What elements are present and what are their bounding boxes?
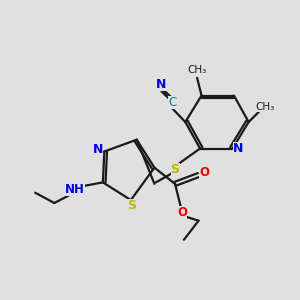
Text: S: S — [127, 199, 136, 212]
Text: N: N — [156, 77, 166, 91]
Text: O: O — [177, 206, 188, 219]
Text: N: N — [232, 142, 243, 155]
Text: C: C — [168, 96, 176, 109]
Text: NH: NH — [65, 183, 85, 196]
Text: O: O — [199, 166, 209, 179]
Text: N: N — [93, 142, 103, 156]
Text: CH₃: CH₃ — [256, 102, 275, 112]
Text: S: S — [170, 163, 179, 176]
Text: CH₃: CH₃ — [188, 65, 207, 76]
